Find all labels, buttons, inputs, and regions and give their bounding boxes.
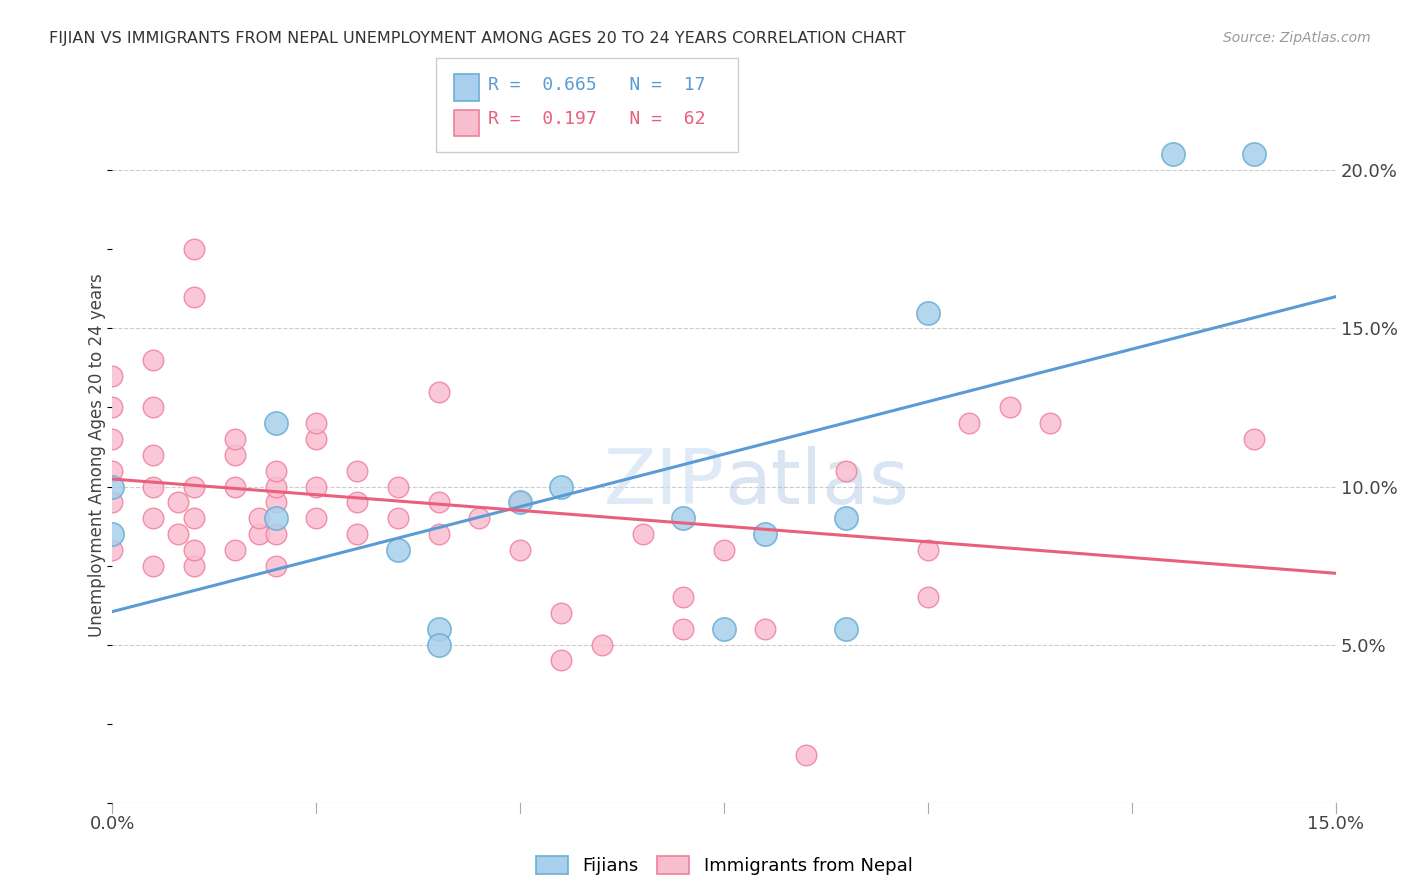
Text: ZIP: ZIP — [603, 446, 724, 520]
Point — [468, 511, 491, 525]
Point — [427, 622, 450, 636]
Point — [101, 464, 124, 478]
Point — [509, 495, 531, 509]
Point — [142, 479, 165, 493]
Point — [427, 384, 450, 399]
Text: Source: ZipAtlas.com: Source: ZipAtlas.com — [1223, 31, 1371, 45]
Point — [264, 495, 287, 509]
Point — [346, 495, 368, 509]
Point — [672, 591, 695, 605]
Point — [101, 495, 124, 509]
Point — [998, 401, 1021, 415]
Point — [166, 527, 188, 541]
Point — [101, 401, 124, 415]
Point — [1243, 432, 1265, 446]
Point — [142, 353, 165, 368]
Point — [672, 622, 695, 636]
Point — [346, 527, 368, 541]
Point — [247, 527, 270, 541]
Point — [305, 511, 328, 525]
Point — [101, 432, 124, 446]
Text: FIJIAN VS IMMIGRANTS FROM NEPAL UNEMPLOYMENT AMONG AGES 20 TO 24 YEARS CORRELATI: FIJIAN VS IMMIGRANTS FROM NEPAL UNEMPLOY… — [49, 31, 905, 46]
Point — [550, 606, 572, 620]
Point — [142, 401, 165, 415]
Point — [264, 417, 287, 431]
Point — [1243, 147, 1265, 161]
Point — [142, 448, 165, 462]
Point — [183, 542, 205, 557]
Text: R =  0.665   N =  17: R = 0.665 N = 17 — [488, 76, 706, 94]
Text: atlas: atlas — [724, 446, 908, 520]
Point — [142, 558, 165, 573]
Point — [224, 542, 246, 557]
Point — [166, 495, 188, 509]
Point — [1161, 147, 1184, 161]
Text: R =  0.197   N =  62: R = 0.197 N = 62 — [488, 110, 706, 128]
Point — [305, 479, 328, 493]
Point — [305, 417, 328, 431]
Point — [101, 542, 124, 557]
Point — [264, 511, 287, 525]
Legend: Fijians, Immigrants from Nepal: Fijians, Immigrants from Nepal — [526, 847, 922, 884]
Point — [101, 527, 124, 541]
Point — [631, 527, 654, 541]
Point — [387, 479, 409, 493]
Point — [264, 558, 287, 573]
Point — [754, 622, 776, 636]
Point — [224, 448, 246, 462]
Point — [917, 305, 939, 319]
Point — [387, 511, 409, 525]
Point — [427, 638, 450, 652]
Point — [550, 479, 572, 493]
Point — [101, 479, 124, 493]
Point — [917, 542, 939, 557]
Point — [509, 542, 531, 557]
Point — [713, 542, 735, 557]
Point — [794, 748, 817, 763]
Point — [672, 511, 695, 525]
Point — [387, 542, 409, 557]
Point — [835, 511, 858, 525]
Point — [101, 368, 124, 383]
Point — [183, 243, 205, 257]
Point — [835, 622, 858, 636]
Point — [183, 290, 205, 304]
Point — [591, 638, 613, 652]
Point — [183, 511, 205, 525]
Point — [183, 479, 205, 493]
Point — [264, 479, 287, 493]
Point — [957, 417, 980, 431]
Point — [550, 653, 572, 667]
Point — [247, 511, 270, 525]
Point — [305, 432, 328, 446]
Point — [754, 527, 776, 541]
Point — [427, 495, 450, 509]
Point — [264, 464, 287, 478]
Point — [1039, 417, 1062, 431]
Point — [917, 591, 939, 605]
Point — [224, 432, 246, 446]
Y-axis label: Unemployment Among Ages 20 to 24 years: Unemployment Among Ages 20 to 24 years — [87, 273, 105, 637]
Point — [142, 511, 165, 525]
Point — [427, 527, 450, 541]
Point — [264, 527, 287, 541]
Point — [713, 622, 735, 636]
Point — [224, 479, 246, 493]
Point — [346, 464, 368, 478]
Point — [835, 464, 858, 478]
Point — [509, 495, 531, 509]
Point — [183, 558, 205, 573]
